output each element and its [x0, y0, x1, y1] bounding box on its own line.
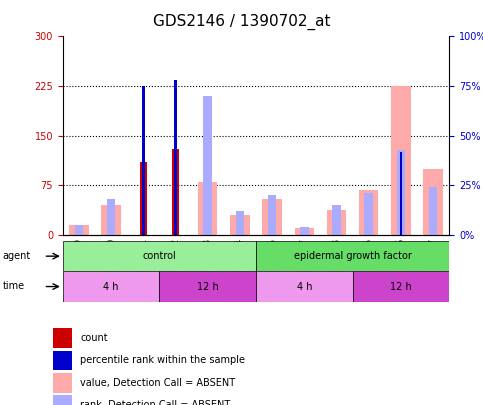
Bar — [359, 190, 378, 235]
Text: 4 h: 4 h — [103, 281, 119, 292]
Bar — [203, 96, 212, 235]
Text: percentile rank within the sample: percentile rank within the sample — [80, 356, 245, 365]
Bar — [53, 328, 71, 348]
Bar — [107, 199, 115, 235]
Text: 12 h: 12 h — [197, 281, 219, 292]
Bar — [230, 215, 250, 235]
Bar — [300, 227, 309, 235]
Bar — [101, 205, 121, 235]
Text: rank, Detection Call = ABSENT: rank, Detection Call = ABSENT — [80, 400, 230, 405]
Bar — [198, 182, 217, 235]
Text: time: time — [2, 281, 25, 291]
Bar — [262, 198, 282, 235]
Text: 12 h: 12 h — [390, 281, 412, 292]
Bar — [53, 373, 71, 392]
Bar — [268, 195, 276, 235]
Bar — [332, 205, 341, 235]
Bar — [63, 241, 256, 271]
Bar — [53, 351, 71, 370]
Bar — [256, 241, 449, 271]
Bar — [256, 271, 353, 302]
Bar — [399, 151, 402, 235]
Bar — [327, 210, 346, 235]
Bar — [63, 271, 159, 302]
Text: GDS2146 / 1390702_at: GDS2146 / 1390702_at — [153, 14, 330, 30]
Text: control: control — [142, 251, 176, 261]
Bar — [140, 162, 147, 235]
Bar — [236, 211, 244, 235]
Bar — [172, 149, 179, 235]
Bar — [69, 225, 88, 235]
Bar — [397, 149, 405, 235]
Bar — [295, 228, 314, 235]
Text: value, Detection Call = ABSENT: value, Detection Call = ABSENT — [80, 378, 235, 388]
Bar — [353, 271, 449, 302]
Text: 4 h: 4 h — [297, 281, 312, 292]
Bar — [174, 80, 177, 235]
Text: agent: agent — [2, 251, 30, 261]
Bar — [364, 193, 373, 235]
Bar — [74, 225, 83, 235]
Bar — [142, 86, 144, 235]
Bar — [429, 187, 438, 235]
Bar — [159, 271, 256, 302]
Bar — [424, 169, 443, 235]
Bar — [391, 86, 411, 235]
Text: count: count — [80, 333, 108, 343]
Text: epidermal growth factor: epidermal growth factor — [294, 251, 412, 261]
Bar — [53, 395, 71, 405]
